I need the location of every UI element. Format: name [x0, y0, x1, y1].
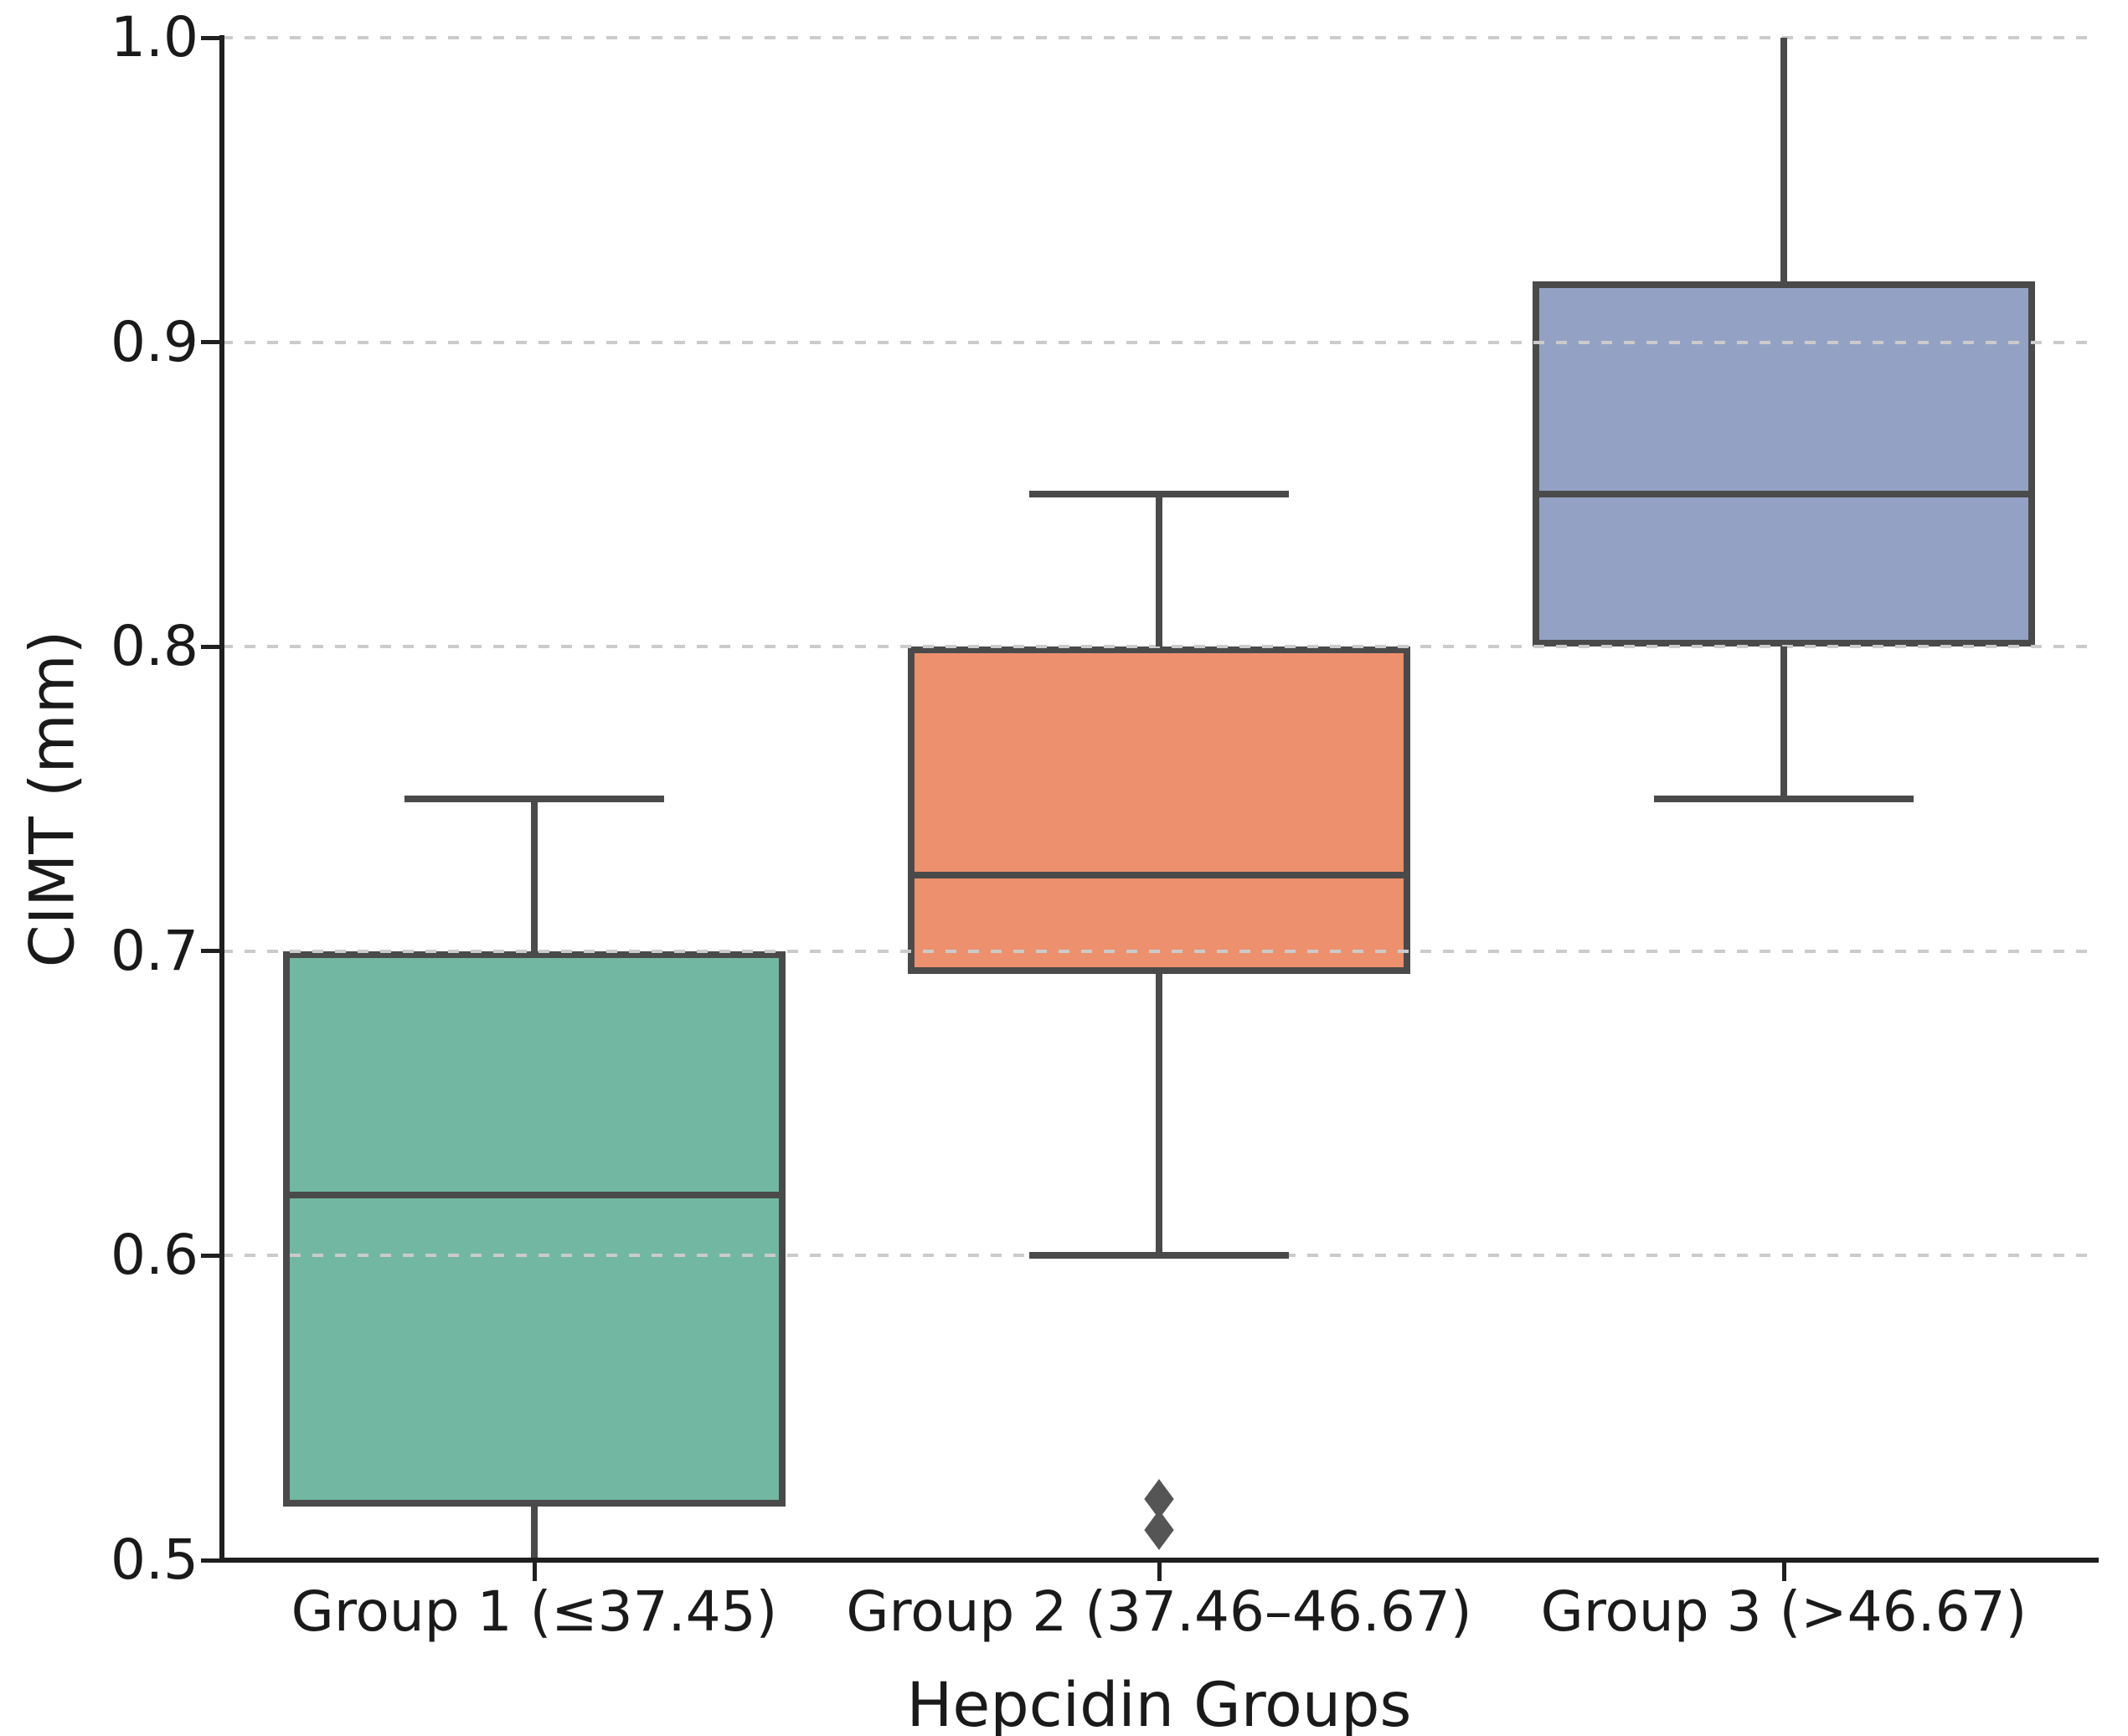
gridline-y-0.7 [222, 949, 2096, 953]
upper-cap-2 [1029, 491, 1289, 498]
x-tick-label-3: Group 3 (>46.67) [1540, 1579, 2028, 1644]
x-axis-spine [219, 1558, 2099, 1563]
y-tick-label-0.6: 0.6 [111, 1223, 198, 1288]
lower-cap-3 [1654, 796, 1914, 802]
x-tickmark-1 [532, 1563, 537, 1581]
y-tick-label-1: 1.0 [111, 5, 198, 70]
y-tick-label-0.8: 0.8 [111, 614, 198, 679]
lower-whisker-1 [531, 1507, 538, 1560]
y-tick-label-0.9: 0.9 [111, 309, 198, 374]
upper-whisker-3 [1780, 38, 1787, 281]
x-axis-label: Hepcidin Groups [906, 1670, 1412, 1736]
y-tickmark-0.5 [201, 1558, 219, 1563]
upper-whisker-1 [531, 799, 538, 951]
box-3 [1533, 281, 2035, 647]
median-line-3 [1533, 491, 2035, 498]
y-tick-label-0.7: 0.7 [111, 918, 198, 983]
y-tickmark-0.7 [201, 949, 219, 954]
box-2 [908, 646, 1410, 975]
x-tick-label-2: Group 2 (37.46–46.67) [846, 1579, 1472, 1644]
y-tick-label-0.5: 0.5 [111, 1527, 198, 1592]
y-tickmark-0.6 [201, 1253, 219, 1258]
y-tickmark-0.9 [201, 340, 219, 345]
lower-whisker-2 [1156, 974, 1162, 1256]
y-axis-label: CIMT (mm) [17, 630, 89, 968]
upper-cap-1 [404, 796, 664, 802]
median-line-2 [908, 871, 1410, 878]
lower-whisker-3 [1780, 646, 1787, 799]
y-axis-spine [219, 35, 224, 1563]
lower-cap-2 [1029, 1252, 1289, 1260]
gridline-y-0.9 [222, 340, 2096, 344]
gridline-y-1 [222, 36, 2096, 39]
y-tickmark-0.8 [201, 644, 219, 649]
outlier-diamond-2-2 [1144, 1509, 1174, 1550]
upper-whisker-2 [1156, 494, 1162, 647]
box-1 [283, 950, 786, 1507]
y-tickmark-1 [201, 35, 219, 40]
x-tickmark-2 [1157, 1563, 1162, 1581]
gridline-y-0.8 [222, 645, 2096, 649]
x-tick-label-1: Group 1 (≤37.45) [291, 1579, 778, 1644]
median-line-1 [283, 1191, 786, 1198]
x-tickmark-3 [1781, 1563, 1786, 1581]
